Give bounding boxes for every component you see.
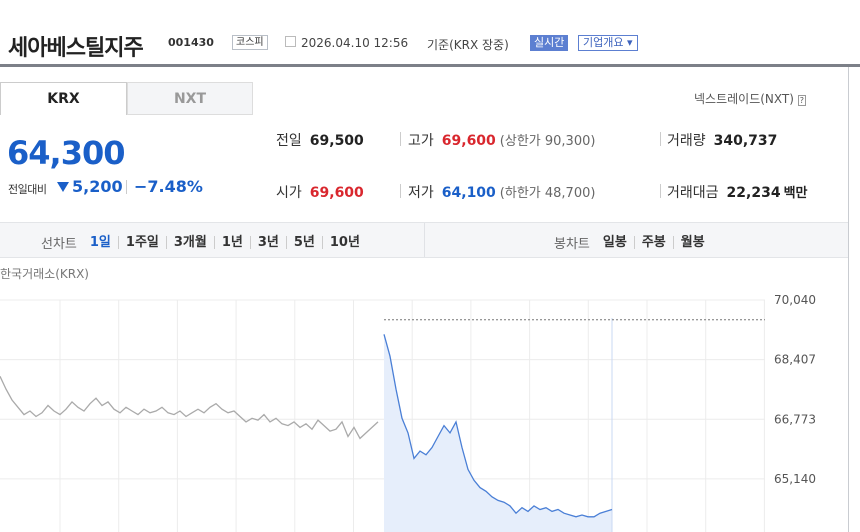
realtime-button[interactable]: 실시간 [530,35,569,51]
candle-periods: 봉차트 일봉 주봉 월봉 [554,233,712,252]
bar-divider [424,223,425,257]
stock-code: 001430 [168,36,214,49]
period-item[interactable]: 3개월 [165,236,214,249]
stat-label: 거래량 [667,133,706,149]
stat-value: 69,600 [441,133,496,149]
header-rule [0,64,860,67]
period-item[interactable]: 3년 [249,236,286,249]
chart: 한국거래소(KRX) 70,040 68,407 66,773 65,140 [0,267,816,532]
chart-title: 한국거래소(KRX) [0,267,89,281]
line-label: 선차트 [41,237,77,252]
stat-high: 고가 69,600 (상한가 90,300) [408,130,595,150]
stat-value: 340,737 [713,133,778,149]
nxt-link-text: 넥스트레이드(NXT) [694,92,794,106]
company-label: 기업개요 [583,36,624,49]
separator [126,180,127,194]
stat-label: 저가 [408,185,434,201]
period-item[interactable]: 1일 [89,235,111,250]
period-item[interactable]: 1주일 [117,236,166,249]
stat-low: 저가 64,100 (하한가 48,700) [408,182,595,202]
separator [400,132,401,146]
change-value: 5,200 [72,177,123,196]
y-tick-label: 68,407 [774,353,816,367]
company-button[interactable]: 기업개요 ▾ [578,35,638,51]
stat-value: 69,500 [309,133,364,149]
separator [400,184,401,198]
period-bar: 선차트 1일 1주일 3개월 1년 3년 5년 10년 봉차트 일봉 주봉 월봉 [0,222,848,258]
stat-label: 고가 [408,133,434,149]
down-arrow [57,182,69,192]
period-item[interactable]: 월봉 [672,236,712,249]
period-item[interactable]: 일봉 [602,235,627,250]
datetime: 2026.04.10 12:56 [301,36,409,50]
stat-sub: (상한가 90,300) [499,134,596,149]
period-item[interactable]: 5년 [285,236,322,249]
stat-open: 시가 69,600 [276,182,364,202]
market-badge: 코스피 [232,35,268,50]
separator [660,132,661,146]
line-items: 1일 1주일 3개월 1년 3년 5년 10년 [83,236,367,249]
stat-volume: 거래량 340,737 [667,130,777,150]
line-periods: 선차트 1일 1주일 3개월 1년 3년 5년 10년 [41,233,367,252]
separator [660,184,661,198]
stat-amount: 거래대금 22,234 백만 [667,182,807,202]
change-rate: −7.48% [134,177,203,196]
stat-label: 시가 [276,185,302,201]
right-border [848,67,849,532]
period-item[interactable]: 1년 [213,236,250,249]
basis: 기준(KRX 장중) [427,38,509,52]
period-item[interactable]: 10년 [321,236,367,249]
candle-items: 일봉 주봉 월봉 [596,236,712,249]
stock-name: 세아베스틸지주 [8,36,144,61]
stat-label: 거래대금 [667,185,719,201]
stat-sub: (하한가 48,700) [499,186,596,201]
price-line [383,334,613,518]
calendar-icon [285,36,296,47]
candle-label: 봉차트 [554,237,590,252]
y-tick-label: 65,140 [774,472,816,486]
stat-value: 69,600 [309,185,364,201]
nxt-link[interactable]: 넥스트레이드(NXT) ? [694,92,806,106]
current-price: 64,300 [7,134,125,172]
stat-label: 전일 [276,133,302,149]
stat-value: 22,234 [726,185,781,201]
stat-prev: 전일 69,500 [276,130,364,150]
y-tick-label: 70,040 [774,293,816,307]
y-tick-label: 66,773 [774,412,816,426]
tab-krx[interactable]: KRX [0,82,127,115]
tab-nxt[interactable]: NXT [127,82,253,115]
period-item[interactable]: 주봉 [633,236,673,249]
area [384,334,612,532]
change-label: 전일대비 [8,183,47,196]
stat-unit: 백만 [783,186,808,201]
price-line [0,376,379,440]
stat-value: 64,100 [441,185,496,201]
